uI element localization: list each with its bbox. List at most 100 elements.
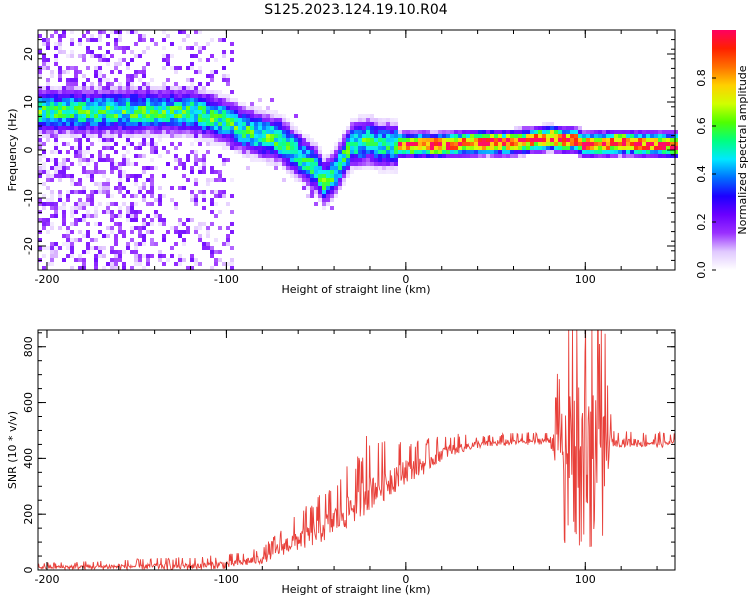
spectrogram-cell	[110, 146, 114, 150]
spectrogram-cell	[394, 142, 398, 146]
spectrogram-cell	[38, 90, 42, 94]
spectrogram-cell	[386, 142, 390, 146]
spectrogram-cell	[142, 90, 146, 94]
spectrogram-cell	[118, 110, 122, 114]
spectrogram-cell	[214, 190, 218, 194]
spectrogram-cell	[226, 126, 230, 130]
spectrogram-cell	[238, 114, 242, 118]
spectrogram-cell	[90, 194, 94, 198]
spectrogram-cell	[206, 150, 210, 154]
spectrogram-cell	[386, 146, 390, 150]
spectrogram-cell	[130, 266, 134, 270]
spectrogram-cell	[94, 266, 98, 270]
spectrogram-cell	[330, 170, 334, 174]
spectrogram-cell	[194, 130, 198, 134]
spectrogram-cell	[222, 122, 226, 126]
spectrogram-cell	[98, 230, 102, 234]
spectrogram-cell	[614, 150, 618, 154]
spectrogram-cell	[50, 122, 54, 126]
spectrogram-cell	[134, 254, 138, 258]
spectrogram-cell	[138, 190, 142, 194]
spectrogram-cell	[106, 90, 110, 94]
spectrogram-cell	[394, 154, 398, 158]
spectrogram-cell	[138, 106, 142, 110]
spectrogram-cell	[654, 146, 658, 150]
spectrogram-cell	[322, 170, 326, 174]
spectrogram-cell	[274, 122, 278, 126]
spectrogram-cell	[206, 246, 210, 250]
spectrogram-cell	[110, 114, 114, 118]
spectrogram-cell	[74, 78, 78, 82]
spectrogram-cell	[346, 150, 350, 154]
spectrogram-cell	[110, 98, 114, 102]
spectrogram-cell	[270, 138, 274, 142]
spectrogram-cell	[118, 186, 122, 190]
spectrogram-cell	[150, 186, 154, 190]
spectrogram-cell	[358, 166, 362, 170]
spectrogram-cell	[358, 150, 362, 154]
spectrogram-cell	[342, 142, 346, 146]
spectrogram-cell	[366, 134, 370, 138]
spectrogram-cell	[446, 154, 450, 158]
spectrogram-cell	[526, 146, 530, 150]
spectrogram-cell	[594, 154, 598, 158]
spectrogram-cell	[306, 138, 310, 142]
spectrogram-cell	[254, 150, 258, 154]
spectrogram-cell	[154, 98, 158, 102]
spectrogram-cell	[42, 118, 46, 122]
spectrogram-cell	[158, 122, 162, 126]
spectrogram-cell	[190, 110, 194, 114]
spectrogram-cell	[242, 138, 246, 142]
spectrogram-cell	[426, 150, 430, 154]
spectrogram-cell	[98, 46, 102, 50]
spectrogram-cell	[354, 150, 358, 154]
spectrogram-cell	[254, 122, 258, 126]
spectrogram-cell	[322, 194, 326, 198]
spectrogram-cell	[86, 250, 90, 254]
spectrogram-cell	[90, 98, 94, 102]
spectrogram-cell	[42, 86, 46, 90]
spectrogram-cell	[354, 154, 358, 158]
spectrogram-cell	[94, 238, 98, 242]
spectrogram-cell	[118, 122, 122, 126]
spectrogram-cell	[122, 94, 126, 98]
spectrogram-cell	[262, 134, 266, 138]
spectrogram-cell	[114, 38, 118, 42]
spectrogram-cell	[98, 150, 102, 154]
spectrogram-cell	[58, 102, 62, 106]
spectrogram-cell	[218, 126, 222, 130]
spectrogram-cell	[94, 110, 98, 114]
spectrogram-cell	[134, 90, 138, 94]
spectrogram-cell	[430, 150, 434, 154]
spectrogram-cell	[38, 174, 42, 178]
spectrogram-cell	[50, 166, 54, 170]
spectrogram-cell	[194, 86, 198, 90]
spectrogram-cell	[222, 50, 226, 54]
spectrogram-cell	[42, 66, 46, 70]
spectrogram-cell	[70, 178, 74, 182]
spectrogram-cell	[150, 178, 154, 182]
spectrogram-cell	[326, 166, 330, 170]
spectrogram-cell	[406, 134, 410, 138]
spectrogram-cell	[162, 90, 166, 94]
spectrogram-cell	[286, 118, 290, 122]
spectrogram-cell	[318, 166, 322, 170]
spectrogram-cell	[58, 206, 62, 210]
spectrogram-cell	[354, 138, 358, 142]
spectrogram-cell	[70, 114, 74, 118]
spectrogram-cell	[274, 154, 278, 158]
spectrogram-cell	[50, 70, 54, 74]
spectrogram-cell	[550, 150, 554, 154]
spectrogram-cell	[74, 82, 78, 86]
spectrogram-cell	[218, 142, 222, 146]
spectrogram-cell	[214, 170, 218, 174]
spectrogram-cell	[146, 178, 150, 182]
spectrogram-cell	[514, 146, 518, 150]
spectrogram-cell	[582, 150, 586, 154]
spectrogram-cell	[182, 90, 186, 94]
spectrogram-cell	[166, 102, 170, 106]
spectrogram-cell	[134, 102, 138, 106]
spectrogram-cell	[182, 126, 186, 130]
spectrogram-cell	[114, 98, 118, 102]
